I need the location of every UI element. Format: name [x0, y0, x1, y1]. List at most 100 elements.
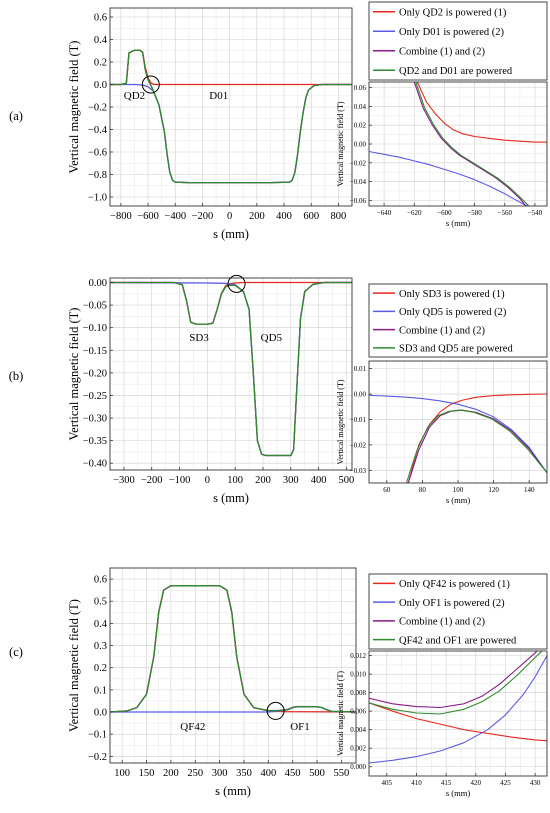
series-group — [110, 281, 352, 457]
series-line-4 — [110, 49, 352, 184]
x-tick-label: 415 — [441, 779, 452, 787]
x-tick-label: 400 — [260, 768, 276, 779]
x-axis-label: s (mm) — [446, 218, 470, 228]
legend-entry-1: Only SD3 is powered (1) — [399, 289, 505, 300]
panel-c: (c) 100 150 200 250 300 350 400 450 500 550 −0.2 −0.… — [9, 567, 548, 798]
y-tick-label: 0.6 — [94, 13, 107, 24]
y-tick-label: 0.00 — [89, 278, 107, 289]
x-tick-label: 300 — [283, 475, 299, 486]
legend-box — [368, 573, 548, 650]
grid — [369, 82, 547, 206]
legend: Only QD2 is powered (1) Only D01 is power… — [368, 1, 548, 81]
series-line-4 — [415, 82, 530, 206]
y-tick-label: 0.0 — [94, 708, 107, 719]
y-tick-label: 0.02 — [354, 122, 367, 130]
y-tick-label: −0.02 — [350, 441, 367, 449]
legend-entry-3: Combine (1) and (2) — [399, 47, 486, 58]
x-tick-label: 100 — [114, 768, 130, 779]
x-tick-label: −580 — [467, 209, 482, 217]
panel-label: (a) — [9, 109, 23, 123]
x-tick-label: 420 — [471, 779, 482, 787]
x-tick-label: −600 — [437, 209, 452, 217]
x-tick-label: 120 — [488, 486, 499, 494]
series-line-2 — [369, 150, 528, 206]
x-tick-label: 300 — [212, 768, 228, 779]
y-tick-label: 0.012 — [350, 652, 366, 660]
x-tick-label: 400 — [276, 211, 292, 222]
grid — [110, 8, 352, 206]
legend-entry-1: Only QF42 is powered (1) — [399, 579, 510, 590]
y-tick-label: 0.00 — [354, 391, 367, 399]
y-tick-label: 0.0 — [94, 80, 107, 91]
y-tick-label: 0.008 — [350, 689, 366, 697]
x-tick-label: 550 — [334, 768, 350, 779]
y-tick-label: 0.6 — [94, 575, 107, 586]
y-tick-label: −0.05 — [83, 301, 107, 312]
x-tick-label: −800 — [110, 211, 132, 222]
x-tick-label: −100 — [169, 475, 191, 486]
series-line-3 — [407, 409, 547, 483]
y-tick-label: −0.4 — [88, 125, 108, 136]
legend-entry-1: Only QD2 is powered (1) — [399, 8, 507, 19]
series-line-2 — [110, 83, 352, 184]
x-tick-label: 100 — [453, 486, 464, 494]
y-tick-label: 0.4 — [94, 619, 108, 630]
y-axis-label: Vertical magnetic field (T) — [67, 308, 81, 441]
inset-chart: −640 −620 −600 −580 −560 −540 −0.06 −0.04 −0.02 0… — [336, 81, 548, 228]
x-tick-label: 410 — [411, 779, 422, 787]
series-line-4 — [405, 409, 547, 483]
x-tick-label: 500 — [339, 475, 355, 486]
y-tick-label: −0.20 — [83, 368, 107, 379]
grid — [369, 361, 547, 483]
x-tick-label: −600 — [137, 211, 159, 222]
y-tick-label: 0.04 — [354, 103, 367, 111]
grid — [369, 651, 547, 776]
x-tick-label: −200 — [141, 475, 163, 486]
series-line-1 — [369, 702, 547, 742]
series-group — [110, 585, 356, 713]
x-tick-label: 400 — [311, 475, 327, 486]
x-tick-label: 250 — [187, 768, 203, 779]
x-tick-label: 0 — [227, 211, 232, 222]
legend-entry-3: Combine (1) and (2) — [399, 617, 486, 628]
series-line-2 — [369, 394, 547, 474]
y-axis-label: Vertical magnetic field (T) — [336, 671, 345, 756]
legend-box — [368, 1, 548, 81]
x-tick-label: 0 — [205, 475, 210, 486]
x-tick-label: −560 — [498, 209, 513, 217]
x-tick-label: 80 — [419, 486, 427, 494]
series-group — [369, 82, 547, 206]
legend-box — [368, 283, 548, 358]
annotation-label: QF42 — [180, 721, 205, 733]
y-tick-label: 0.006 — [350, 708, 366, 716]
series-line-1 — [416, 82, 547, 143]
legend-entry-2: Only OF1 is powered (2) — [399, 598, 505, 609]
legend-entry-4: QF42 and OF1 are powered — [399, 635, 517, 646]
x-tick-label: −200 — [192, 211, 214, 222]
y-tick-label: −0.30 — [83, 414, 107, 425]
y-tick-label: −0.35 — [83, 436, 107, 447]
x-tick-label: 430 — [530, 779, 541, 787]
inset-chart: 405 410 415 420 425 430 0.000 0.002 0.004 0.006 0.… — [336, 650, 548, 798]
series-line-1 — [407, 393, 547, 483]
y-tick-label: −0.1 — [88, 730, 107, 741]
panel-label: (c) — [9, 645, 23, 659]
main-chart: −300 −200 −100 0 100 200 300 400 500 −0.40 −0.35 −0… — [67, 274, 355, 505]
highlight-circle — [266, 701, 285, 720]
main-chart: 100 150 200 250 300 350 400 450 500 550 −0.2 −0.1 0.… — [67, 567, 357, 798]
annotation-label: QD2 — [124, 90, 145, 102]
y-axis-label: Vertical magnetic field (T) — [67, 41, 81, 174]
y-tick-label: −0.40 — [83, 459, 107, 470]
x-tick-label: 200 — [255, 475, 271, 486]
x-tick-label: −540 — [528, 209, 543, 217]
plot-frame — [109, 567, 357, 764]
y-axis-label: Vertical magnetic field (T) — [67, 599, 81, 732]
x-tick-label: 200 — [163, 768, 179, 779]
series-line-4 — [110, 281, 352, 457]
panel-label: (b) — [9, 369, 24, 383]
x-tick-label: −300 — [113, 475, 135, 486]
series-line-3 — [369, 651, 538, 709]
x-tick-label: −640 — [377, 209, 392, 217]
series-line-4 — [369, 651, 543, 715]
